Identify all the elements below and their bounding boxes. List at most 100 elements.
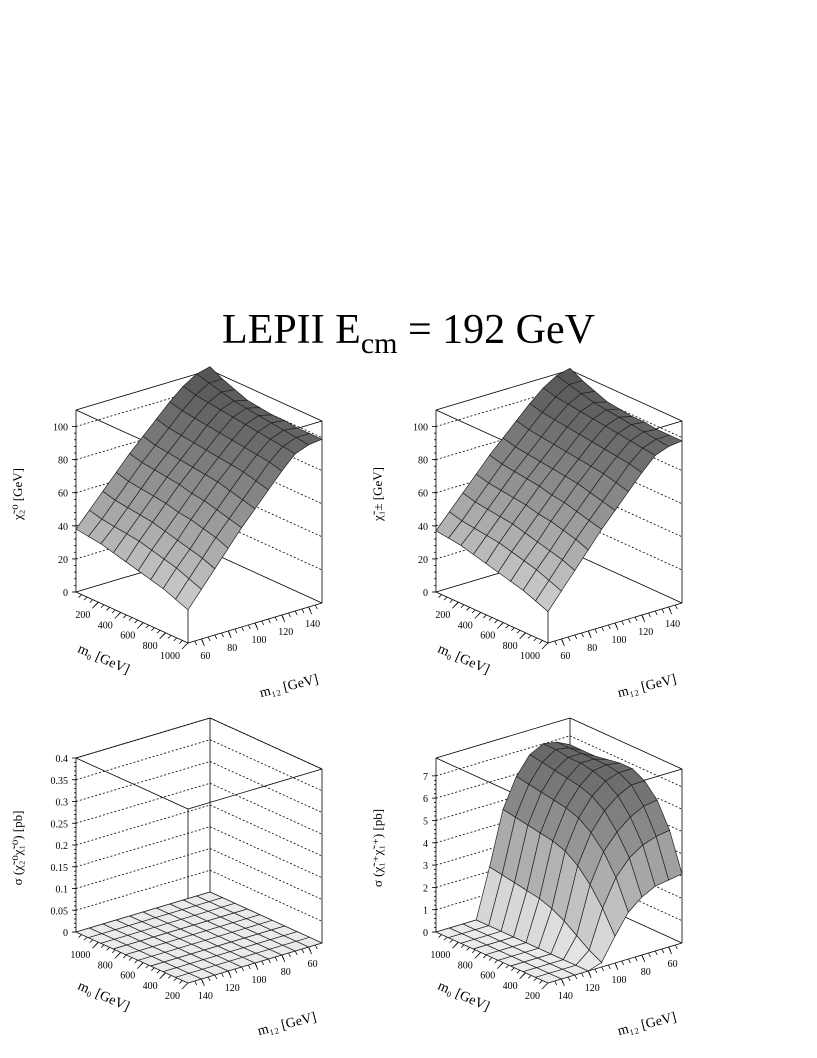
z-tick-label: 5 — [423, 816, 428, 827]
y-minor-tick — [314, 944, 318, 950]
y-tick — [254, 962, 259, 971]
y-minor-tick — [574, 634, 578, 640]
y-axis-label: m₁₂ [GeV] — [258, 672, 320, 701]
x-minor-tick — [156, 629, 161, 634]
y-minor-tick — [214, 974, 218, 980]
y-tick — [254, 622, 259, 631]
x-tick — [92, 601, 99, 609]
chart-panel: 0 20 40 60 80 100 200 400 600 800 1000 60 80 100 120 14… — [0, 360, 408, 705]
y-tick-label: 60 — [668, 959, 678, 970]
y-tick — [308, 606, 312, 615]
y-minor-tick — [247, 624, 251, 630]
x-tick — [159, 632, 166, 640]
y-minor-tick — [594, 628, 598, 634]
z-tick-label: 0.3 — [56, 798, 69, 809]
x-axis-label: m₀ [GeV] — [75, 642, 131, 678]
x-minor-tick — [179, 980, 183, 984]
y-minor-tick — [294, 610, 298, 616]
x-minor-tick — [539, 980, 543, 984]
x-tick-label: 1000 — [430, 950, 450, 961]
y-tick — [201, 638, 205, 647]
y-minor-tick — [214, 634, 218, 640]
x-tick-label: 800 — [458, 960, 473, 971]
x-minor-tick — [494, 959, 498, 964]
y-tick-label: 140 — [305, 619, 320, 630]
x-minor-tick — [123, 954, 127, 959]
y-minor-tick — [567, 976, 571, 982]
x-tick — [474, 612, 482, 619]
x-tick — [452, 941, 459, 949]
x-tick — [496, 962, 504, 969]
z-tick-label: 0.25 — [51, 819, 69, 830]
y-tick — [227, 970, 232, 979]
z-tick-label: 40 — [58, 522, 68, 533]
z-tick-label: 7 — [423, 772, 428, 783]
x-minor-tick — [89, 939, 94, 943]
x-tick — [519, 632, 526, 640]
z-tick-label: 3 — [423, 861, 428, 872]
back-grid-line — [75, 739, 211, 781]
y-minor-tick — [674, 944, 678, 950]
surface-patch — [175, 578, 202, 611]
box-edge — [209, 369, 323, 422]
z-tick-label: 0.35 — [51, 776, 69, 787]
y-minor-tick — [581, 632, 584, 638]
y-minor-tick — [194, 980, 198, 986]
y-minor-tick — [628, 958, 631, 964]
y-axis-label: m₁₂ [GeV] — [616, 672, 678, 701]
z-tick-label: 0.05 — [51, 906, 69, 917]
x-minor-tick — [483, 954, 487, 959]
x-minor-tick — [151, 967, 155, 971]
y-minor-tick — [221, 972, 224, 978]
x-minor-tick — [134, 619, 138, 624]
x-minor-tick — [533, 977, 538, 982]
y-tick — [281, 614, 286, 623]
y-tick-label: 60 — [308, 959, 318, 970]
z-tick-label: 40 — [418, 522, 428, 533]
x-minor-tick — [173, 637, 178, 642]
y-tick — [614, 622, 619, 631]
box-edge — [187, 768, 323, 810]
x-minor-tick — [167, 975, 172, 979]
x-tick-label: 600 — [480, 631, 495, 642]
surface-patch — [174, 972, 203, 984]
y-tick — [587, 630, 592, 639]
z-tick-label: 0 — [63, 928, 68, 939]
chart-3: 0 1 2 3 4 5 6 7 1000 800 600 400 200 140 120 100 80 60 σ (… — [370, 717, 683, 1039]
x-minor-tick — [449, 599, 454, 603]
chart-panel: 0 1 2 3 4 5 6 7 1000 800 600 400 200 140 120 100 80 60 σ (… — [370, 713, 817, 1058]
y-minor-tick — [621, 620, 625, 626]
z-tick-label: 0.15 — [51, 863, 69, 874]
y-tick — [641, 614, 646, 623]
z-tick-label: 0 — [423, 588, 428, 599]
z-tick-label: 2 — [423, 883, 428, 894]
box-edge — [75, 369, 211, 411]
x-tick — [159, 972, 166, 980]
x-minor-tick — [156, 969, 161, 974]
y-minor-tick — [654, 610, 658, 616]
x-minor-tick — [106, 607, 110, 611]
y-minor-tick — [241, 626, 244, 632]
x-minor-tick — [488, 617, 493, 621]
x-tick-label: 1000 — [520, 651, 540, 662]
x-minor-tick — [494, 619, 498, 624]
x-tick-label: 400 — [143, 981, 158, 992]
z-tick-label: 1 — [423, 906, 428, 917]
page-title: LEPII Ecm = 192 GeV — [222, 307, 595, 360]
x-minor-tick — [167, 635, 172, 639]
back-grid-line — [209, 869, 323, 922]
y-minor-tick — [621, 960, 625, 966]
y-minor-tick — [607, 624, 611, 630]
y-minor-tick — [654, 950, 658, 956]
y-tick-label: 60 — [200, 651, 210, 662]
x-minor-tick — [488, 957, 493, 961]
y-tick-label: 80 — [587, 643, 597, 654]
box-edge — [435, 717, 571, 759]
y-tick-label: 80 — [227, 643, 237, 654]
y-tick-label: 120 — [278, 627, 293, 638]
x-minor-tick — [533, 637, 538, 642]
x-tick — [114, 612, 122, 619]
x-tick — [92, 941, 99, 949]
x-tick-label: 200 — [525, 991, 540, 1002]
